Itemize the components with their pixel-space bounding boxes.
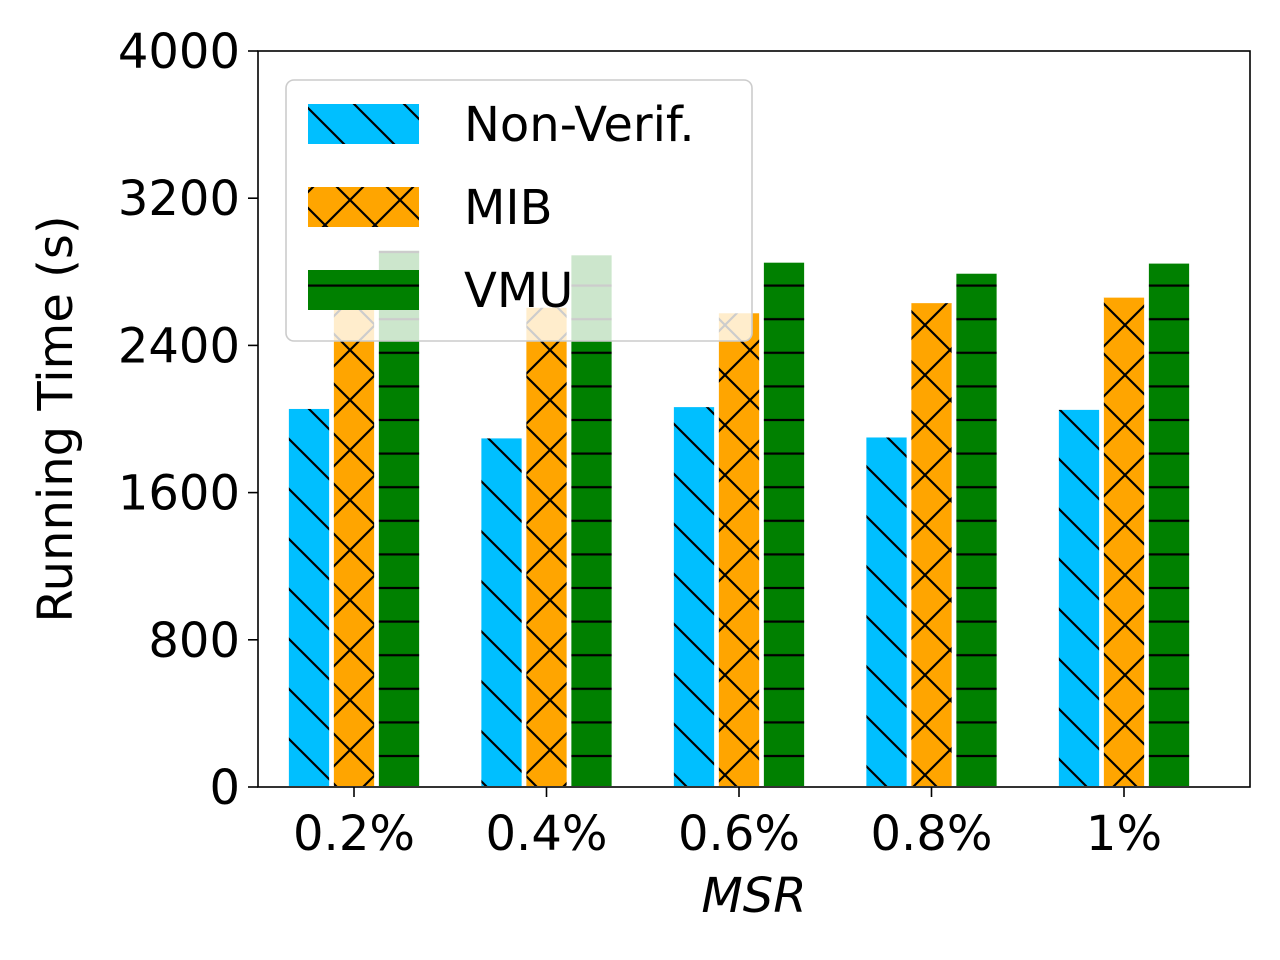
y-tick-label: 1600 [118, 466, 240, 522]
y-tick-label: 4000 [118, 24, 240, 80]
bar-mib-0 [331, 307, 377, 788]
legend-item-non-verif: Non-Verif. [308, 97, 695, 153]
y-tick-label: 800 [148, 613, 240, 669]
x-tick-label: 0.2% [293, 806, 415, 862]
bar-vmu-4 [1146, 261, 1192, 789]
legend-label: MIB [464, 180, 553, 236]
x-tick-label: 0.4% [486, 806, 608, 862]
legend-item-vmu: VMU [308, 263, 573, 319]
y-tick-label: 0 [209, 760, 240, 816]
x-tick-label: 1% [1086, 806, 1162, 862]
x-tick-label: 0.8% [871, 806, 993, 862]
y-tick-label: 2400 [118, 318, 240, 374]
bar-vmu-3 [954, 271, 999, 789]
y-axis: 0 800 1600 2400 3200 4000 [118, 24, 258, 816]
bar-vmu-2 [761, 260, 807, 788]
bar-non-verif-4 [1056, 407, 1102, 788]
bar-non-verif-2 [671, 405, 717, 788]
legend-label: VMU [464, 263, 573, 319]
bar-non-verif-1 [479, 436, 524, 788]
bar-mib-3 [909, 301, 954, 788]
bar-mib-4 [1101, 295, 1147, 788]
bar-mib-2 [716, 311, 762, 788]
y-tick-label: 3200 [118, 171, 240, 227]
x-axis: 0.2% 0.4% 0.6% 0.8% 1% [293, 787, 1162, 862]
legend: Non-Verif. MIB VMU [285, 79, 753, 342]
legend-item-mib: MIB [308, 180, 553, 236]
bar-vmu-1 [569, 253, 614, 788]
plot-frame [257, 50, 1251, 788]
legend-label: Non-Verif. [464, 97, 695, 153]
bar-mib-1 [524, 305, 569, 788]
bar-non-verif-3 [864, 435, 909, 788]
x-tick-label: 0.6% [678, 806, 800, 862]
x-axis-label: MSR [701, 868, 806, 924]
y-axis-label: Running Time (s) [28, 215, 84, 622]
bars-layer [286, 248, 1192, 789]
bar-non-verif-0 [286, 406, 332, 788]
